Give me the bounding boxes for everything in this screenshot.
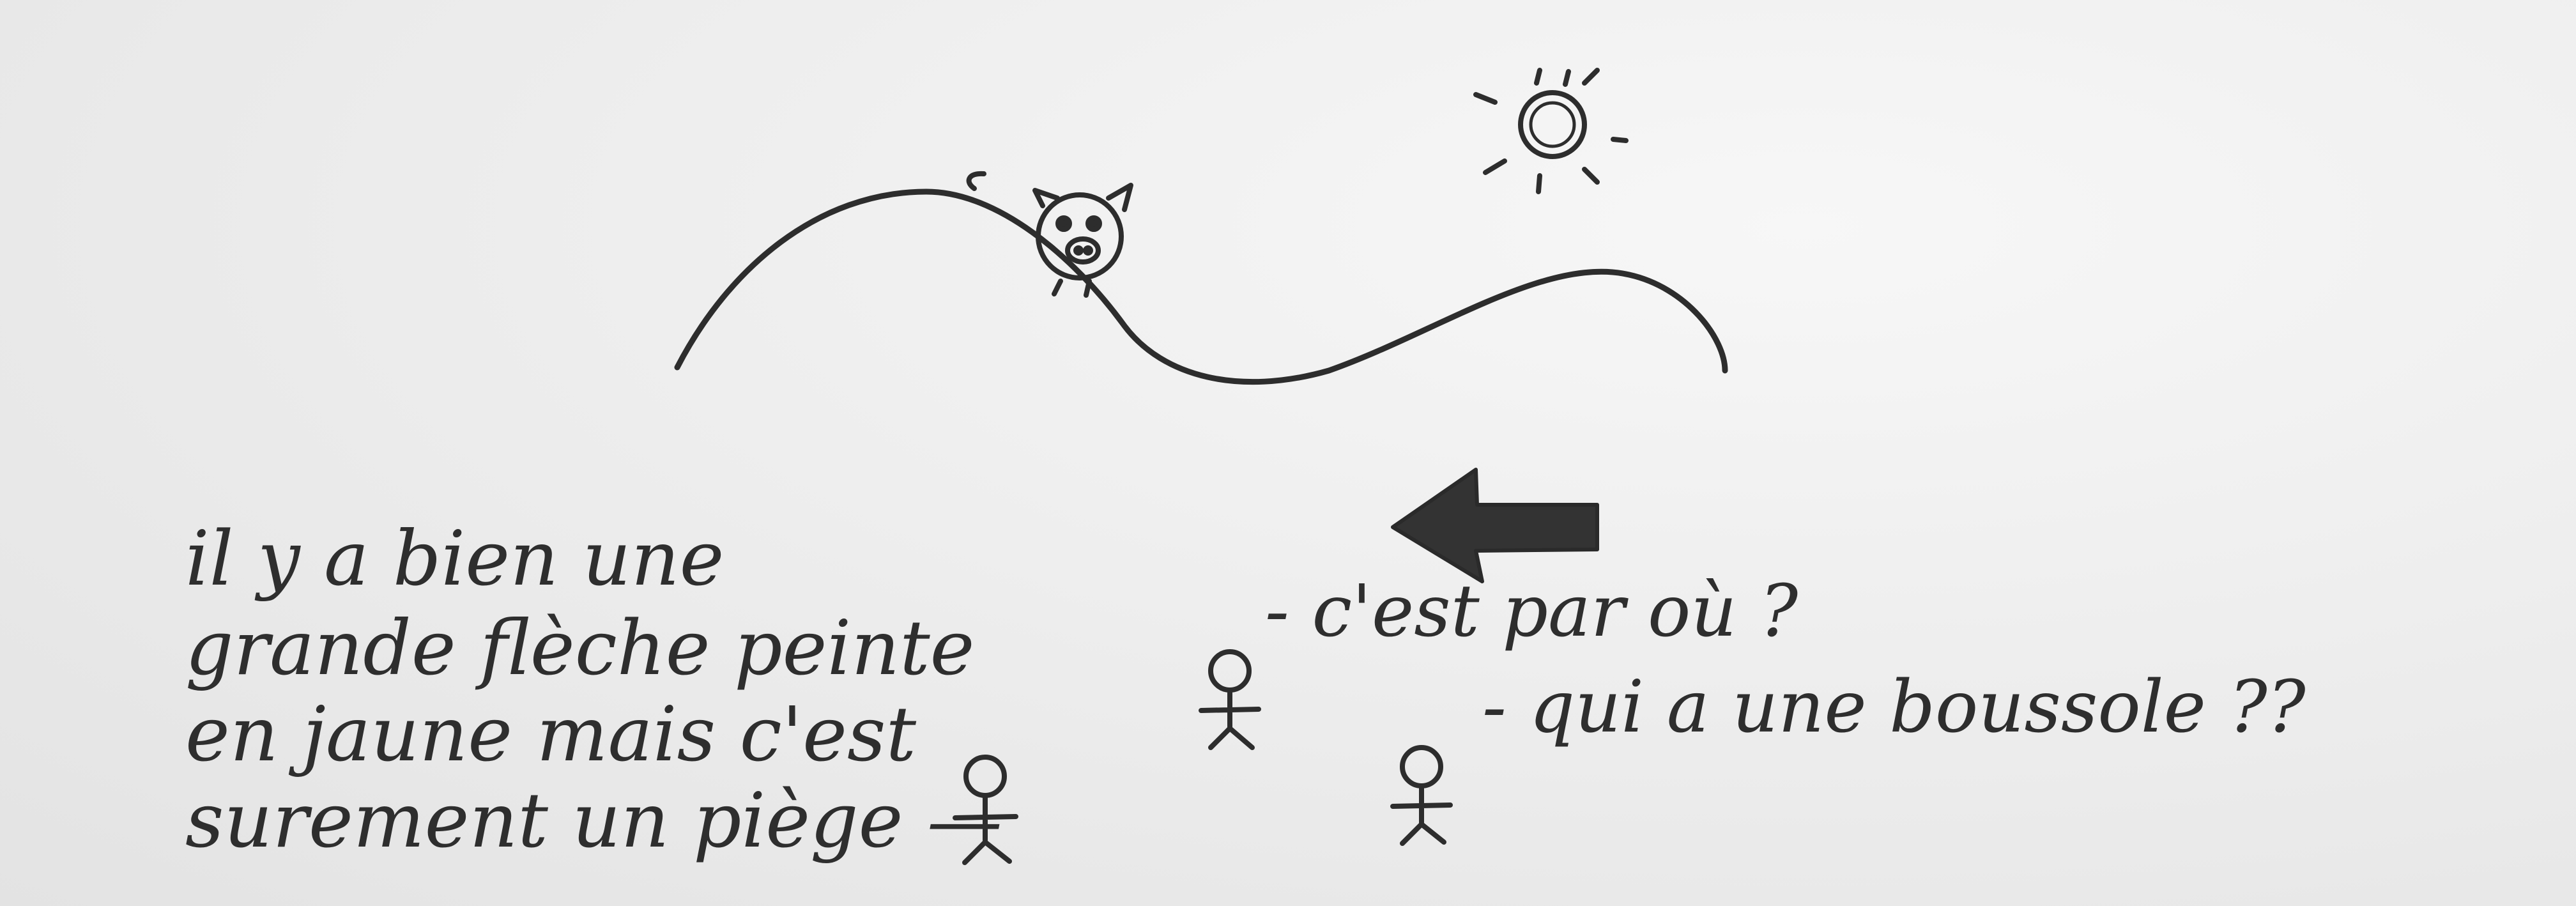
stick-figure [1199, 649, 1261, 750]
speech-where: - c'est par où ? [1265, 570, 1798, 653]
note-line-2: grande flèche peinte [185, 604, 975, 692]
note-line-1: il y a bien une [185, 514, 724, 603]
note-line-3: en jaune mais c'est [185, 690, 917, 778]
stick-figure [1390, 745, 1453, 846]
stick-figure [953, 755, 1018, 865]
speech-compass: - qui a une boussole ?? [1482, 666, 2306, 749]
sun [1473, 68, 1629, 194]
arrow [1391, 468, 1599, 583]
pig-character [966, 171, 1133, 298]
hill-line [674, 188, 1728, 385]
note-line-4: surement un piège — [185, 776, 1002, 864]
